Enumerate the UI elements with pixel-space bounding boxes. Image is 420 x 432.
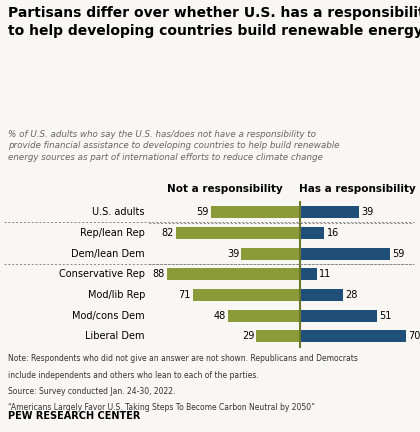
Text: 59: 59 — [197, 207, 209, 217]
Bar — [211, 206, 300, 218]
Bar — [167, 268, 300, 280]
Bar — [228, 310, 300, 322]
Bar — [300, 206, 359, 218]
Text: Note: Respondents who did not give an answer are not shown. Republicans and Demo: Note: Respondents who did not give an an… — [8, 354, 358, 363]
Text: Mod/cons Dem: Mod/cons Dem — [72, 311, 145, 321]
Text: Partisans differ over whether U.S. has a responsibility
to help developing count: Partisans differ over whether U.S. has a… — [8, 6, 420, 38]
Text: Conservative Rep: Conservative Rep — [59, 269, 145, 280]
Text: 39: 39 — [227, 249, 239, 259]
Text: 48: 48 — [213, 311, 226, 321]
Text: “Americans Largely Favor U.S. Taking Steps To Become Carbon Neutral by 2050”: “Americans Largely Favor U.S. Taking Ste… — [8, 403, 315, 413]
Text: U.S. adults: U.S. adults — [92, 207, 145, 217]
Text: 29: 29 — [242, 331, 254, 341]
Bar — [193, 289, 300, 301]
Text: 71: 71 — [178, 290, 191, 300]
Text: Source: Survey conducted Jan. 24-30, 2022.: Source: Survey conducted Jan. 24-30, 202… — [8, 387, 176, 396]
Bar — [300, 310, 378, 322]
Bar — [257, 330, 300, 343]
Bar — [300, 289, 343, 301]
Text: 16: 16 — [327, 228, 339, 238]
Text: Liberal Dem: Liberal Dem — [85, 331, 145, 341]
Text: PEW RESEARCH CENTER: PEW RESEARCH CENTER — [8, 411, 141, 421]
Text: 70: 70 — [408, 331, 420, 341]
Bar — [176, 227, 300, 239]
Text: Has a responsibility: Has a responsibility — [299, 184, 415, 194]
Bar — [300, 248, 389, 260]
Bar — [300, 330, 406, 343]
Text: % of U.S. adults who say the U.S. has/does not have a responsibility to
provide : % of U.S. adults who say the U.S. has/do… — [8, 130, 340, 162]
Text: 82: 82 — [162, 228, 174, 238]
Text: include independents and others who lean to each of the parties.: include independents and others who lean… — [8, 371, 259, 380]
Text: Mod/lib Rep: Mod/lib Rep — [87, 290, 145, 300]
Bar — [300, 268, 317, 280]
Text: Not a responsibility: Not a responsibility — [167, 184, 283, 194]
Text: Dem/lean Dem: Dem/lean Dem — [71, 249, 145, 259]
Text: 88: 88 — [153, 269, 165, 280]
Text: 39: 39 — [362, 207, 374, 217]
Text: 59: 59 — [392, 249, 404, 259]
Text: 11: 11 — [319, 269, 331, 280]
Bar — [241, 248, 300, 260]
Text: 28: 28 — [345, 290, 357, 300]
Bar — [300, 227, 325, 239]
Text: Rep/lean Rep: Rep/lean Rep — [80, 228, 145, 238]
Text: 51: 51 — [380, 311, 392, 321]
